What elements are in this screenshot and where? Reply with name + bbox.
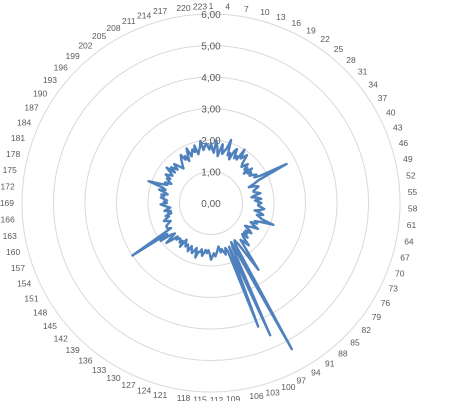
grid-ring [147, 139, 275, 267]
category-label: 178 [6, 149, 20, 159]
category-label: 73 [389, 284, 399, 294]
category-label: 196 [54, 63, 68, 73]
category-label: 199 [66, 51, 80, 61]
category-label: 181 [11, 133, 25, 143]
category-label: 22 [320, 34, 330, 44]
radial-tick-label: 0,00 [201, 199, 221, 210]
radial-tick-label: 1,00 [201, 168, 221, 179]
category-label: 145 [43, 321, 57, 331]
category-label: 160 [6, 247, 20, 257]
radial-tick-label: 2,00 [201, 136, 221, 147]
category-label: 94 [311, 368, 321, 378]
category-label: 211 [122, 16, 136, 26]
category-label: 49 [403, 154, 413, 164]
category-label: 142 [54, 333, 68, 343]
category-label: 136 [78, 355, 92, 365]
radial-tick-label: 4,00 [201, 73, 221, 84]
category-label: 40 [386, 108, 396, 118]
category-label: 37 [378, 93, 388, 103]
category-label: 190 [33, 89, 47, 99]
category-label: 133 [92, 365, 106, 375]
grid-ring [116, 108, 306, 298]
category-label: 193 [43, 75, 57, 85]
category-label: 163 [3, 231, 17, 241]
category-label: 148 [33, 307, 47, 317]
category-label: 205 [92, 31, 106, 41]
category-label: 58 [408, 204, 418, 214]
grid-rings [21, 13, 401, 393]
category-label: 157 [11, 263, 25, 273]
category-label: 214 [137, 10, 151, 20]
radial-tick-label: 6,00 [201, 10, 221, 21]
grid-ring [21, 13, 401, 393]
category-label: 70 [395, 268, 405, 278]
grid-ring [84, 76, 338, 330]
category-label: 112 [210, 395, 224, 401]
radial-tick-label: 3,00 [201, 105, 221, 116]
category-label: 184 [17, 118, 31, 128]
category-label: 175 [3, 165, 17, 175]
category-label: 139 [66, 345, 80, 355]
radial-tick-label: 5,00 [201, 42, 221, 53]
category-label: 55 [408, 187, 418, 197]
grid-ring [53, 45, 369, 361]
category-label: 46 [399, 138, 409, 148]
category-label: 166 [1, 215, 15, 225]
category-label: 34 [368, 80, 378, 90]
category-label: 64 [404, 236, 414, 246]
category-label: 1 [209, 1, 214, 11]
category-label: 97 [297, 376, 307, 386]
category-label: 61 [407, 220, 417, 230]
category-label: 67 [400, 253, 410, 263]
category-label: 103 [266, 387, 280, 397]
category-label: 52 [406, 171, 416, 181]
category-label: 217 [153, 6, 167, 16]
category-label: 220 [176, 3, 190, 13]
category-label: 109 [226, 394, 240, 401]
category-label: 76 [381, 298, 391, 308]
series-layer [131, 138, 293, 351]
category-label: 13 [276, 12, 286, 22]
category-label: 106 [249, 391, 263, 401]
category-label: 124 [137, 386, 151, 396]
category-label: 130 [106, 373, 120, 383]
grid-ring [179, 171, 243, 235]
category-label: 127 [121, 380, 135, 390]
category-label: 88 [338, 349, 348, 359]
category-label: 151 [24, 293, 38, 303]
radial-axis-labels: 0,00 1,00 2,00 3,00 4,00 5,00 6,00 [201, 10, 221, 210]
category-label: 169 [0, 198, 14, 208]
category-label: 7 [244, 4, 249, 14]
category-label: 28 [346, 55, 356, 65]
category-label: 187 [24, 103, 38, 113]
series-line [131, 138, 293, 351]
category-label: 16 [292, 18, 302, 28]
category-label: 154 [17, 279, 31, 289]
category-label: 85 [350, 337, 360, 347]
category-label: 172 [1, 181, 15, 191]
category-label: 223 [193, 1, 207, 11]
category-label: 10 [260, 7, 270, 17]
category-label: 91 [325, 359, 335, 369]
category-label: 19 [306, 26, 316, 36]
category-label: 31 [358, 67, 368, 77]
category-label: 25 [334, 44, 344, 54]
category-label: 79 [372, 312, 382, 322]
category-label: 121 [153, 390, 167, 400]
category-label: 100 [281, 382, 295, 392]
category-label: 208 [106, 23, 120, 33]
category-label: 4 [225, 2, 230, 12]
category-label: 43 [393, 123, 403, 133]
category-label: 118 [177, 393, 191, 401]
category-label: 202 [78, 41, 92, 51]
category-label: 115 [193, 395, 207, 401]
category-label: 82 [362, 325, 372, 335]
